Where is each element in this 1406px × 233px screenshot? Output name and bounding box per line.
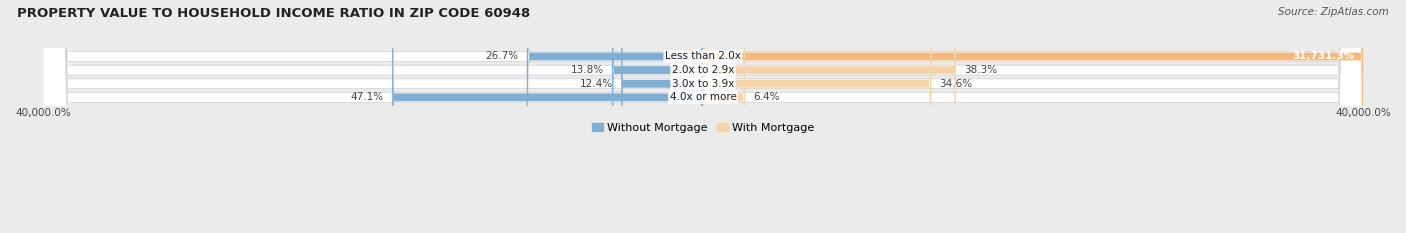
FancyBboxPatch shape xyxy=(392,0,703,233)
FancyBboxPatch shape xyxy=(621,0,703,233)
Text: Less than 2.0x: Less than 2.0x xyxy=(665,51,741,62)
Text: 2.0x to 2.9x: 2.0x to 2.9x xyxy=(672,65,734,75)
Legend: Without Mortgage, With Mortgage: Without Mortgage, With Mortgage xyxy=(592,123,814,133)
Text: Source: ZipAtlas.com: Source: ZipAtlas.com xyxy=(1278,7,1389,17)
Text: 26.7%: 26.7% xyxy=(485,51,519,62)
Text: 3.0x to 3.9x: 3.0x to 3.9x xyxy=(672,79,734,89)
FancyBboxPatch shape xyxy=(42,0,1364,233)
Text: PROPERTY VALUE TO HOUSEHOLD INCOME RATIO IN ZIP CODE 60948: PROPERTY VALUE TO HOUSEHOLD INCOME RATIO… xyxy=(17,7,530,20)
FancyBboxPatch shape xyxy=(703,0,745,233)
Text: 6.4%: 6.4% xyxy=(754,92,780,102)
Text: 12.4%: 12.4% xyxy=(579,79,613,89)
Text: 4.0x or more: 4.0x or more xyxy=(669,92,737,102)
Text: 47.1%: 47.1% xyxy=(350,92,384,102)
Text: 31,731.3%: 31,731.3% xyxy=(1292,51,1355,62)
FancyBboxPatch shape xyxy=(612,0,703,233)
FancyBboxPatch shape xyxy=(42,0,1364,233)
FancyBboxPatch shape xyxy=(703,0,931,233)
Text: 34.6%: 34.6% xyxy=(939,79,973,89)
Text: 38.3%: 38.3% xyxy=(965,65,997,75)
FancyBboxPatch shape xyxy=(42,0,1364,233)
Text: 13.8%: 13.8% xyxy=(571,65,603,75)
FancyBboxPatch shape xyxy=(703,0,1364,233)
FancyBboxPatch shape xyxy=(527,0,703,233)
FancyBboxPatch shape xyxy=(42,0,1364,233)
FancyBboxPatch shape xyxy=(703,0,956,233)
